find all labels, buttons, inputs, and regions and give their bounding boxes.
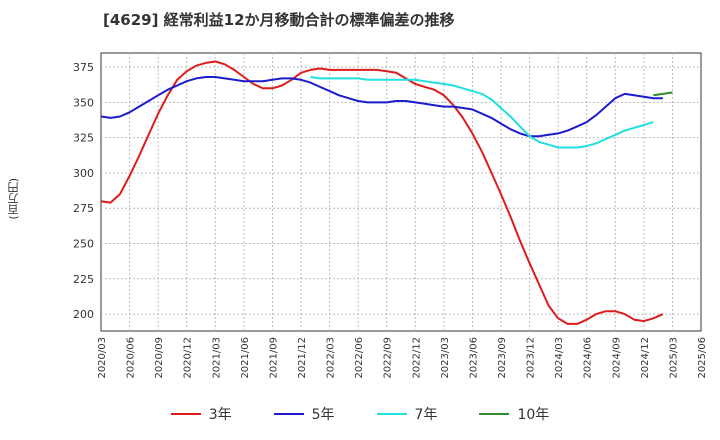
x-tick-label: 2022/12 — [411, 337, 422, 379]
x-tick-label: 2023/06 — [468, 337, 479, 379]
x-tick-label: 2025/06 — [697, 337, 708, 379]
series-layer — [100, 60, 673, 325]
x-tick-label: 2024/03 — [554, 337, 565, 379]
x-tick-label: 2021/03 — [211, 337, 222, 379]
plot-frame — [100, 52, 702, 332]
grid-layer — [100, 52, 702, 332]
series-line-1 — [100, 60, 664, 325]
x-tick-label: 2023/09 — [497, 337, 508, 379]
y-tick-label: 225 — [73, 273, 94, 286]
x-tick-label: 2022/03 — [326, 337, 337, 379]
x-tick-label: 2020/06 — [126, 337, 137, 379]
legend: 3年 5年 7年 10年 — [0, 404, 720, 424]
y-tick-label: 350 — [73, 96, 94, 109]
legend-label-5y: 5年 — [311, 407, 335, 423]
legend-swatch-10y — [479, 413, 510, 415]
x-tick-label: 2024/12 — [640, 337, 651, 379]
x-tick-label: 2021/12 — [297, 337, 308, 379]
legend-swatch-5y — [273, 413, 304, 415]
y-tick-label: 375 — [73, 61, 94, 74]
x-tick-label: 2022/06 — [354, 337, 365, 379]
x-tick-label: 2023/03 — [440, 337, 451, 379]
x-tick-label: 2023/12 — [526, 337, 537, 379]
y-tick-label: 200 — [73, 308, 94, 321]
x-tick-label: 2024/09 — [611, 337, 622, 379]
y-tick-label: 275 — [73, 202, 94, 215]
x-tick-label: 2020/03 — [97, 337, 108, 379]
x-tick-label: 2021/09 — [268, 337, 279, 379]
x-tick-label: 2022/09 — [383, 337, 394, 379]
legend-swatch-3y — [170, 413, 201, 415]
y-tick-label: 250 — [73, 238, 94, 251]
series-line-4 — [653, 91, 673, 97]
legend-label-3y: 3年 — [208, 407, 232, 423]
x-tick-label: 2020/09 — [154, 337, 165, 379]
axis-layer: 2020/03 2020/06 2020/09 2020/12 2021/03 2021/… — [73, 61, 708, 378]
legend-swatch-7y — [376, 413, 407, 415]
x-tick-label: 2024/06 — [583, 337, 594, 379]
x-tick-label: 2020/12 — [183, 337, 194, 379]
y-tick-label: 300 — [73, 167, 94, 180]
x-tick-label: 2021/06 — [240, 337, 251, 379]
chart-title: [4629] 経常利益12か月移動合計の標準偏差の推移 — [103, 11, 455, 29]
series-line-3 — [310, 76, 654, 149]
y-tick-label: 325 — [73, 132, 94, 145]
legend-item-7y: 7年 — [376, 404, 438, 424]
legend-label-10y: 10年 — [517, 407, 550, 423]
series-line-2 — [100, 76, 663, 138]
legend-item-5y: 5年 — [273, 404, 335, 424]
x-tick-label: 2025/03 — [668, 337, 679, 379]
legend-label-7y: 7年 — [414, 407, 438, 423]
legend-item-3y: 3年 — [170, 404, 232, 424]
legend-item-10y: 10年 — [479, 404, 549, 424]
